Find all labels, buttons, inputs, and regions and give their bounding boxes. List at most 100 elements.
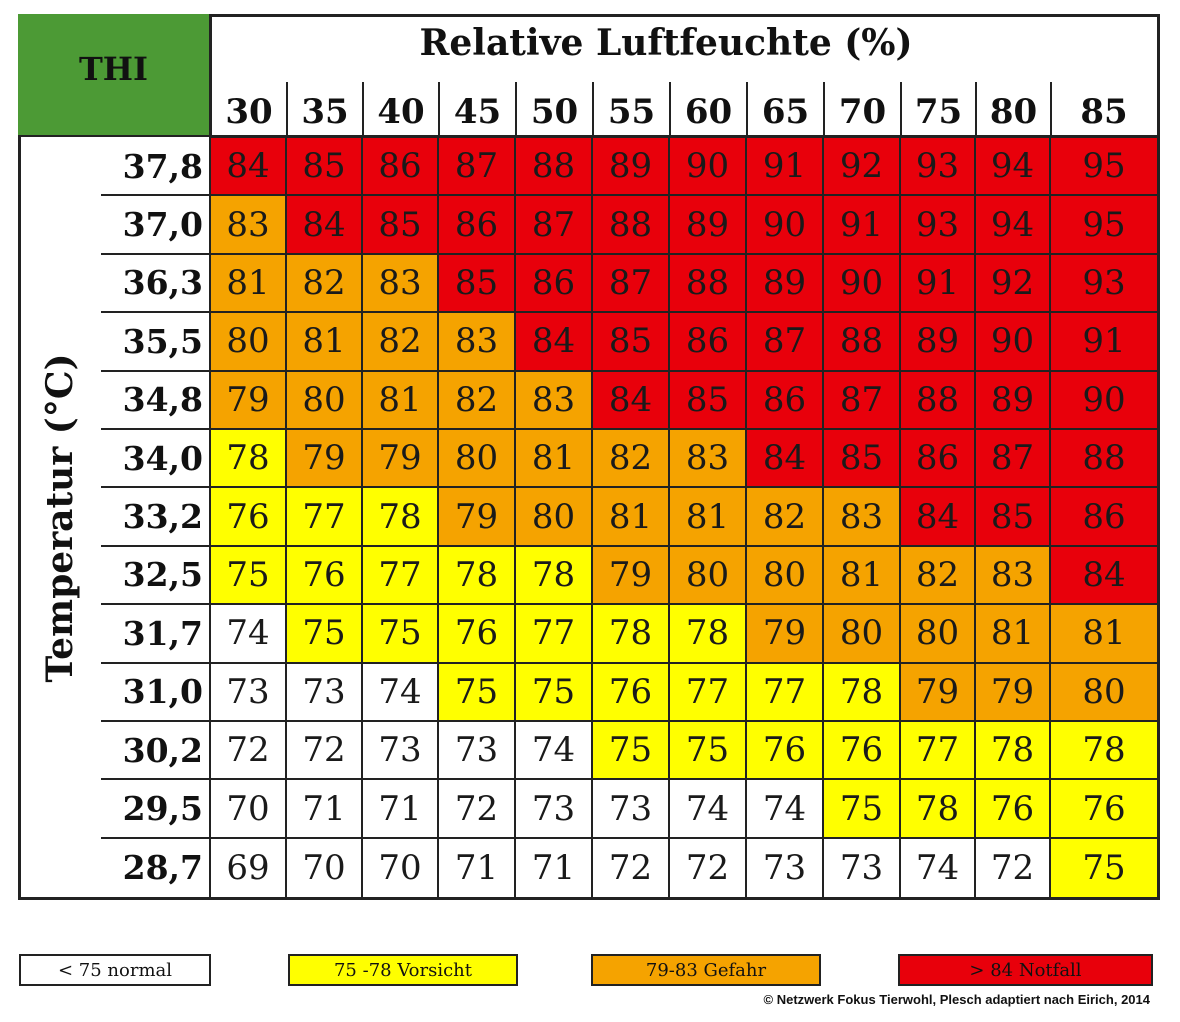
thi-cell: 88 — [670, 254, 747, 314]
thi-cell: 73 — [287, 663, 363, 722]
row-header-35,5: 35,5 — [101, 313, 209, 372]
column-header-50: 50 — [530, 92, 579, 132]
column-header-40: 40 — [377, 92, 425, 132]
thi-cell: 75 — [824, 780, 901, 839]
thi-cell: 76 — [211, 488, 287, 547]
thi-cell: 86 — [747, 371, 824, 430]
thi-cell: 85 — [824, 430, 901, 489]
thi-cell: 81 — [593, 488, 670, 547]
thi-cell: 81 — [976, 605, 1051, 664]
thi-cell: 76 — [824, 722, 901, 781]
thi-cell: 82 — [363, 313, 439, 372]
thi-cell: 83 — [824, 488, 901, 547]
thi-cell: 88 — [901, 371, 976, 430]
thi-cell: 79 — [747, 605, 824, 664]
column-separator — [746, 82, 748, 137]
thi-cell: 82 — [593, 430, 670, 489]
thi-cell: 84 — [901, 488, 976, 547]
thi-cell: 85 — [976, 488, 1051, 547]
thi-cell: 80 — [516, 488, 593, 547]
legend-item: 75 -78 Vorsicht — [288, 954, 518, 986]
column-header-55: 55 — [607, 92, 656, 132]
thi-cell: 91 — [901, 254, 976, 314]
thi-cell: 72 — [670, 838, 747, 898]
thi-cell: 76 — [1051, 780, 1157, 839]
thi-cell: 78 — [439, 546, 516, 606]
temperature-axis-title: Temperatur (°C) — [39, 353, 81, 683]
thi-cell: 86 — [901, 430, 976, 489]
thi-cell: 83 — [976, 546, 1051, 606]
thi-cell: 75 — [1051, 838, 1157, 898]
thi-cell: 89 — [593, 138, 670, 197]
row-header-28,7: 28,7 — [122, 848, 203, 888]
thi-cell: 77 — [363, 546, 439, 606]
thi-cell: 82 — [287, 254, 363, 314]
thi-cell: 71 — [439, 838, 516, 898]
row-header-34,0: 34,0 — [101, 430, 209, 489]
thi-cell: 84 — [1051, 546, 1157, 606]
thi-cell: 76 — [976, 780, 1051, 839]
thi-cell: 75 — [670, 722, 747, 781]
thi-cell: 83 — [211, 196, 287, 255]
thi-cell: 73 — [363, 722, 439, 781]
column-header-35: 35 — [301, 92, 349, 132]
thi-cell: 80 — [287, 371, 363, 430]
thi-cell: 85 — [439, 254, 516, 314]
thi-cell: 81 — [670, 488, 747, 547]
thi-cell: 84 — [211, 138, 287, 197]
column-separator — [515, 82, 517, 137]
thi-cell: 72 — [211, 722, 287, 781]
thi-cell: 72 — [593, 838, 670, 898]
thi-cell: 94 — [976, 138, 1051, 197]
legend-item: < 75 normal — [19, 954, 211, 986]
thi-cell: 70 — [363, 838, 439, 898]
thi-cell: 73 — [747, 838, 824, 898]
thi-cell: 93 — [901, 196, 976, 255]
thi-cell: 85 — [363, 196, 439, 255]
thi-cell: 81 — [363, 371, 439, 430]
thi-cell: 82 — [747, 488, 824, 547]
thi-cell: 73 — [824, 838, 901, 898]
thi-cell: 71 — [363, 780, 439, 839]
thi-cell: 75 — [516, 663, 593, 722]
thi-cell: 81 — [287, 313, 363, 372]
thi-cell: 82 — [439, 371, 516, 430]
thi-cell: 81 — [211, 254, 287, 314]
column-header-60: 60 — [684, 92, 733, 132]
thi-cell: 79 — [211, 371, 287, 430]
thi-cell: 83 — [363, 254, 439, 314]
row-header-31,0: 31,0 — [101, 664, 209, 722]
thi-cell: 74 — [516, 722, 593, 781]
thi-cell: 78 — [516, 546, 593, 606]
thi-cell: 85 — [287, 138, 363, 197]
thi-cell: 89 — [747, 254, 824, 314]
thi-cell: 78 — [211, 430, 287, 489]
thi-cell: 73 — [593, 780, 670, 839]
thi-cell: 80 — [824, 605, 901, 664]
thi-cell: 70 — [287, 838, 363, 898]
thi-cell: 91 — [1051, 313, 1157, 372]
thi-cell: 86 — [363, 138, 439, 197]
thi-cell: 79 — [593, 546, 670, 606]
thi-cell: 79 — [439, 488, 516, 547]
thi-cell: 86 — [439, 196, 516, 255]
thi-cell: 95 — [1051, 138, 1157, 197]
thi-cell: 87 — [747, 313, 824, 372]
thi-cell: 80 — [211, 313, 287, 372]
thi-cell: 91 — [747, 138, 824, 197]
row-header-29,5: 29,5 — [101, 780, 209, 839]
thi-cell: 70 — [211, 780, 287, 839]
thi-cell: 86 — [516, 254, 593, 314]
column-separator — [438, 82, 440, 137]
thi-cell: 90 — [747, 196, 824, 255]
thi-cell: 84 — [593, 371, 670, 430]
row-header-30,2: 30,2 — [101, 722, 209, 781]
thi-cell: 74 — [901, 838, 976, 898]
thi-cell: 79 — [287, 430, 363, 489]
thi-cell: 80 — [670, 546, 747, 606]
header-divider — [211, 135, 1157, 138]
thi-cell: 80 — [747, 546, 824, 606]
thi-cell: 82 — [901, 546, 976, 606]
thi-cell: 79 — [901, 663, 976, 722]
thi-cell: 79 — [363, 430, 439, 489]
